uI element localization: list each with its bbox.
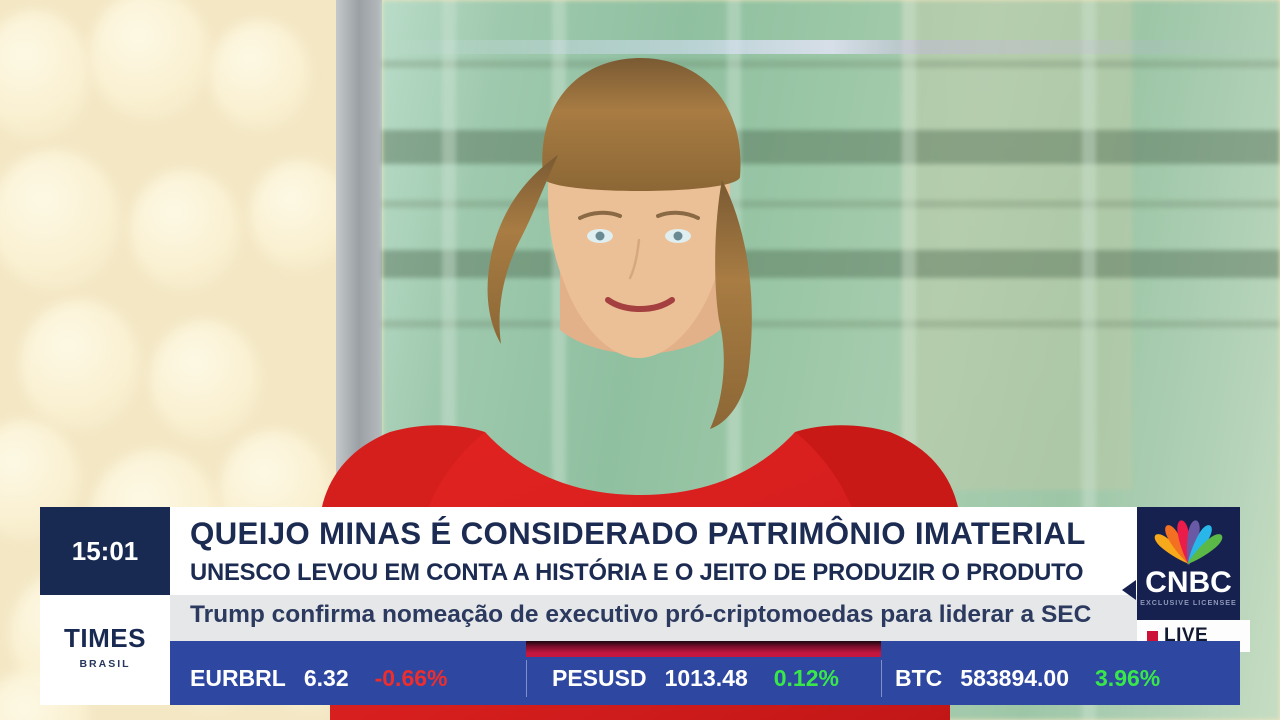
svg-text:EXCLUSIVE LICENSEE: EXCLUSIVE LICENSEE xyxy=(1140,598,1237,607)
svg-text:CNBC: CNBC xyxy=(1145,566,1232,599)
